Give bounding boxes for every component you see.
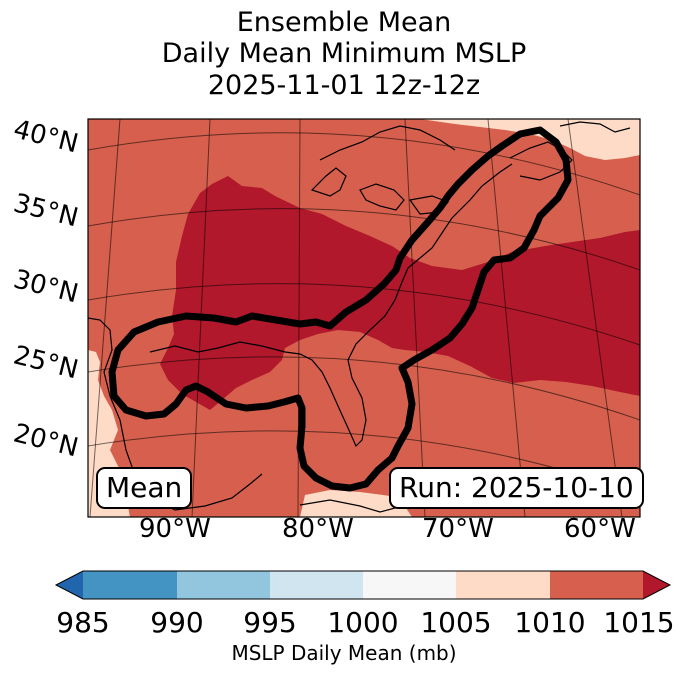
meridian-95w — [89, 119, 121, 517]
title-line-2: Daily Mean Minimum MSLP — [161, 38, 527, 69]
title-line-3: 2025-11-01 12z-12z — [207, 70, 481, 101]
colorbar-tick-1010: 1010 — [514, 606, 586, 639]
colorbar-bin-990-995 — [177, 571, 270, 599]
lon-label-90w: 90°W — [139, 514, 211, 544]
mean-label-box: Mean — [96, 467, 193, 509]
parallel-25n — [88, 356, 640, 421]
mslp-contour-outline — [108, 126, 572, 492]
colorbar-extend-low — [56, 571, 83, 599]
title-line-1: Ensemble Mean — [236, 7, 452, 38]
pressure-field-1005-1010-south — [300, 490, 412, 517]
colorbar-extend-high — [643, 571, 670, 599]
pressure-field-above-1015 — [160, 176, 640, 410]
meridian-70w — [487, 119, 526, 517]
coastlines — [88, 121, 631, 513]
lon-label-60w: 60°W — [564, 514, 636, 544]
colorbar-tick-990: 990 — [150, 606, 204, 639]
colorbar-bin-1010-1015 — [550, 571, 643, 599]
meridian-75w — [404, 119, 426, 517]
colorbar-bin-995-1000 — [270, 571, 363, 599]
parallel-35n — [88, 208, 640, 271]
colorbar-label: MSLP Daily Mean (mb) — [231, 641, 457, 665]
map-frame — [87, 118, 641, 518]
colorbar-bin-1000-1005 — [363, 571, 456, 599]
parallel-30n — [88, 283, 640, 346]
run-date-label-box: Run: 2025-10-10 — [389, 467, 644, 509]
colorbar-bin-985-990 — [83, 571, 177, 599]
colorbar-tick-995: 995 — [243, 606, 297, 639]
colorbar-tick-1005: 1005 — [420, 606, 492, 639]
colorbar-tick-1015: 1015 — [603, 606, 675, 639]
colorbar-tick-985: 985 — [56, 606, 110, 639]
lon-label-70w: 70°W — [422, 514, 494, 544]
colorbar-tick-1000: 1000 — [327, 606, 399, 639]
colorbar-bin-1005-1010 — [456, 571, 550, 599]
pressure-field-1005-1010-northeast — [420, 119, 640, 160]
lon-label-80w: 80°W — [282, 514, 354, 544]
meridian-65w — [567, 119, 623, 517]
colorbar-outline — [54, 570, 672, 600]
